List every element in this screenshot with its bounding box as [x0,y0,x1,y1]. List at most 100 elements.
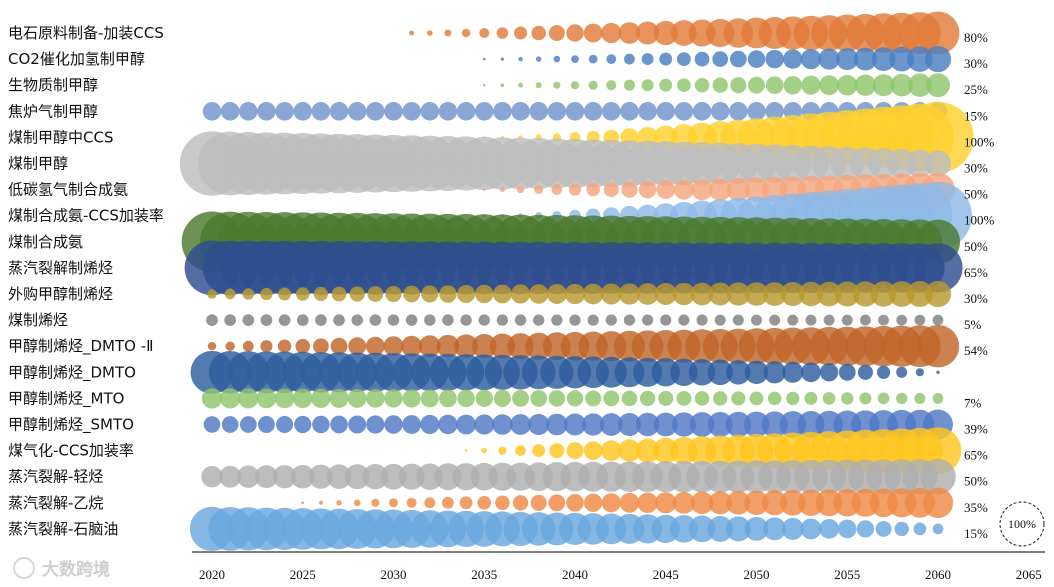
bubble-layer [179,11,974,552]
bubble [528,413,550,436]
bubble [427,30,433,36]
bubble [606,80,617,91]
bubble [932,314,944,326]
bubble [710,102,730,121]
bubble [905,149,934,178]
bubble [366,415,385,434]
bubble [401,335,423,357]
bubble [656,102,676,121]
bubble [549,443,565,459]
bubble [225,341,235,351]
bubble [237,465,260,488]
bubble [588,80,598,90]
bubble [708,282,732,306]
bubble [418,335,441,358]
bubble [565,102,585,121]
bubble [496,27,509,39]
bubble [744,490,769,516]
bubble [294,415,312,434]
bubble [444,29,452,37]
bubble [256,388,277,409]
bubble [371,498,380,507]
bubble [581,413,605,436]
bubble [586,182,600,197]
bubble [678,314,690,326]
bubble [499,187,505,193]
bubble [551,184,563,195]
series-percent-label: 30% [964,56,988,71]
bubble [420,102,440,121]
bubble [798,281,824,307]
bubble [367,286,384,302]
bubble [896,366,908,378]
bubble [908,73,932,97]
bubble [277,339,292,353]
size-legend: 100% [999,501,1045,547]
bubble [816,281,842,307]
x-tick-label: 2060 [925,567,951,582]
bubble [406,497,417,508]
bubble [260,340,273,353]
series-percent-label: 15% [964,526,988,541]
bubble [257,416,275,433]
bubble [224,314,237,326]
bubble [672,491,695,514]
series-label: 甲醇制烯烃_MTO [8,389,124,408]
bubble [275,102,294,121]
bubble [456,414,477,435]
bubble [489,333,516,359]
series-label: 低碳氢气制合成氨 [8,181,128,199]
x-tick-label: 2055 [834,567,860,582]
bubble [442,314,454,326]
bubble [348,337,367,356]
bubble [312,415,330,434]
bubble [743,411,770,438]
bubble [461,28,471,38]
bubble [694,51,710,67]
series-percent-label: 25% [964,82,988,97]
bubble [583,23,603,43]
bubble [800,518,822,540]
x-axis-ticks: 2020 2025 2030 2035 2040 2045 2050 2055 2060 2065 [199,567,1042,582]
bubble [293,102,313,121]
bubble [351,314,363,326]
bubble [242,288,255,300]
bubble [293,388,313,409]
bubble [618,283,641,305]
bubble [624,53,635,65]
bubble [518,82,523,88]
bubble [492,414,513,435]
series-percent-label: 54% [964,343,988,358]
bubble [786,391,800,406]
bubble [677,78,691,93]
bubble [482,188,486,191]
row-labels: 电石原料制备-加装CCS CO2催化加氢制甲醇生物质制甲醇焦炉气制甲醇煤制甲醇中C… [8,24,164,538]
bubble [239,416,257,433]
bubble [673,179,694,200]
bubble [888,281,915,307]
bubble [859,392,872,405]
bubble [819,75,840,96]
bubble [731,391,746,406]
bubble [583,493,603,512]
bubble [605,314,617,326]
bubble [714,314,726,326]
bubble [600,440,622,461]
bubble [532,444,546,458]
bubble [749,391,764,406]
bubble-series [207,325,960,368]
bubble [725,516,751,542]
bubble [436,334,460,358]
x-tick-label: 2040 [562,567,588,582]
bubble [896,314,908,326]
bubble [457,389,475,408]
bubble [751,314,762,326]
bubble [924,280,952,308]
bubble [871,47,896,71]
bubble [916,11,960,55]
bubble [922,487,954,518]
bubble [658,390,674,406]
bubble [638,102,657,121]
bubble [783,49,803,69]
bubble [890,73,914,97]
